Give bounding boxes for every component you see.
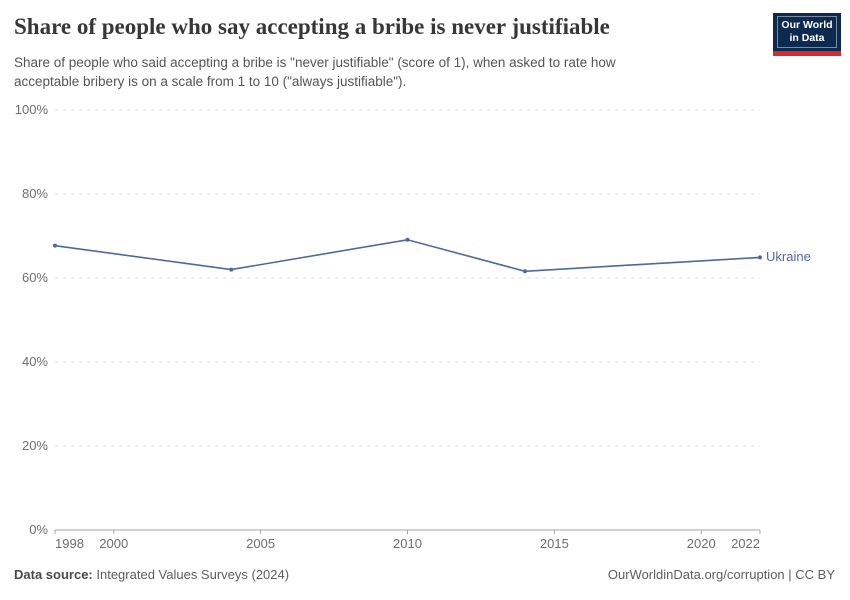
owid-logo-line1: Our World	[781, 19, 833, 32]
x-axis-tick-label: 2000	[99, 536, 129, 551]
attribution-link[interactable]: OurWorldinData.org/corruption | CC BY	[607, 567, 835, 582]
series-line-ukraine[interactable]	[53, 237, 762, 274]
data-point[interactable]	[758, 255, 762, 260]
data-point[interactable]	[405, 237, 410, 242]
x-axis-tick-label: 2022	[731, 536, 760, 551]
x-axis-tick-label: 1998	[55, 536, 84, 551]
data-source-label: Data source:	[14, 567, 93, 582]
x-axis-tick-label: 2010	[393, 536, 422, 551]
y-axis-tick-label: 40%	[21, 354, 48, 369]
y-axis-tick-label: 60%	[21, 270, 48, 285]
x-axis-tick-label: 2005	[246, 536, 276, 551]
series-polyline[interactable]	[54, 238, 761, 273]
series-label-ukraine[interactable]: Ukraine	[766, 249, 811, 265]
owid-logo-text: Our World in Data	[777, 16, 837, 48]
chart-subtitle: Share of people who said accepting a bri…	[14, 55, 616, 90]
owid-logo-line2: in Data	[789, 32, 825, 44]
chart-footer: Data source: Integrated Values Surveys (…	[14, 567, 835, 582]
y-axis-tick-label: 100%	[14, 102, 48, 117]
y-axis-tick-label: 80%	[21, 186, 48, 201]
page-title: Share of people who say accepting a brib…	[14, 14, 610, 39]
y-axis-tick-label: 0%	[29, 522, 48, 537]
owid-logo[interactable]: Our World in Data	[773, 13, 841, 56]
data-point[interactable]	[53, 243, 57, 248]
x-axis-tick-label: 2020	[686, 536, 716, 551]
data-source: Data source: Integrated Values Surveys (…	[14, 567, 289, 582]
y-axis-tick-label: 20%	[21, 438, 48, 453]
owid-logo-background: Our World in Data	[773, 13, 841, 51]
data-point[interactable]	[229, 267, 234, 272]
data-source-value[interactable]: Integrated Values Surveys (2024)	[96, 567, 290, 582]
x-axis-tick-label: 2015	[539, 536, 569, 551]
owid-logo-red-bar	[773, 51, 841, 56]
data-point[interactable]	[523, 269, 527, 274]
